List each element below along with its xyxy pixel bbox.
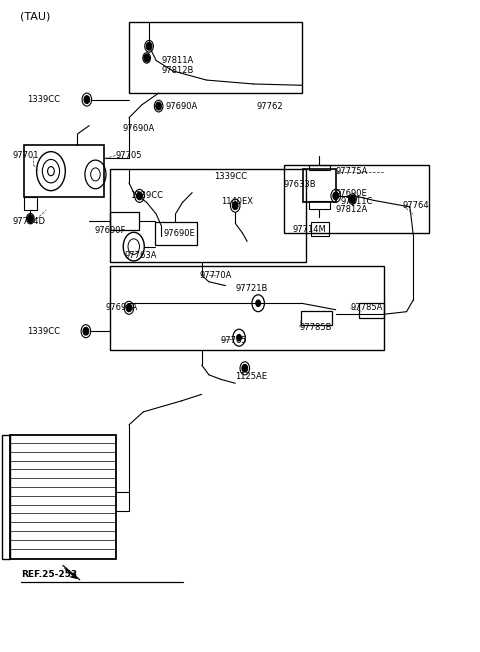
Text: 1339CC: 1339CC (214, 172, 247, 181)
Text: 97705: 97705 (116, 151, 142, 160)
Text: 97690E: 97690E (163, 229, 195, 238)
Text: 97721B: 97721B (235, 284, 267, 293)
Text: 97762: 97762 (257, 102, 283, 111)
Text: 97812A: 97812A (336, 205, 368, 214)
Text: 97812B: 97812B (161, 66, 193, 75)
Text: 97690A: 97690A (123, 125, 155, 134)
Text: 1339CC: 1339CC (27, 95, 60, 104)
Circle shape (84, 96, 90, 104)
Circle shape (146, 42, 152, 50)
Circle shape (144, 54, 150, 62)
Circle shape (83, 327, 89, 335)
Text: 1339CC: 1339CC (130, 192, 163, 200)
Text: 97690A: 97690A (106, 303, 138, 312)
Text: 97764: 97764 (403, 201, 429, 210)
Text: 97714M: 97714M (293, 225, 326, 234)
Circle shape (349, 195, 355, 203)
Circle shape (237, 334, 241, 341)
Text: 97690F: 97690F (94, 226, 125, 235)
Text: 97811A: 97811A (161, 56, 193, 65)
Text: (TAU): (TAU) (20, 12, 50, 22)
Text: 97770A: 97770A (199, 271, 232, 280)
Text: 1339CC: 1339CC (27, 327, 60, 336)
Text: 97785B: 97785B (300, 323, 332, 332)
Text: 97811C: 97811C (340, 198, 373, 206)
Circle shape (156, 102, 161, 110)
Circle shape (256, 300, 261, 306)
Circle shape (27, 215, 33, 222)
Circle shape (333, 192, 338, 200)
Text: 1140EX: 1140EX (221, 197, 253, 205)
Text: 1125AE: 1125AE (235, 372, 267, 381)
Circle shape (126, 304, 132, 312)
Text: REF.25-253: REF.25-253 (21, 570, 77, 579)
Text: 97785: 97785 (221, 336, 248, 345)
Circle shape (242, 364, 248, 372)
Circle shape (137, 192, 143, 200)
Text: 97763A: 97763A (124, 251, 156, 260)
Text: 97633B: 97633B (283, 180, 316, 188)
Text: 97701: 97701 (12, 151, 39, 160)
Text: 97785A: 97785A (350, 303, 383, 312)
Text: 97690E: 97690E (336, 190, 368, 198)
Text: 97714D: 97714D (12, 217, 46, 226)
Circle shape (232, 201, 238, 209)
Text: 97775A: 97775A (336, 168, 368, 176)
Text: 97690A: 97690A (166, 102, 198, 111)
